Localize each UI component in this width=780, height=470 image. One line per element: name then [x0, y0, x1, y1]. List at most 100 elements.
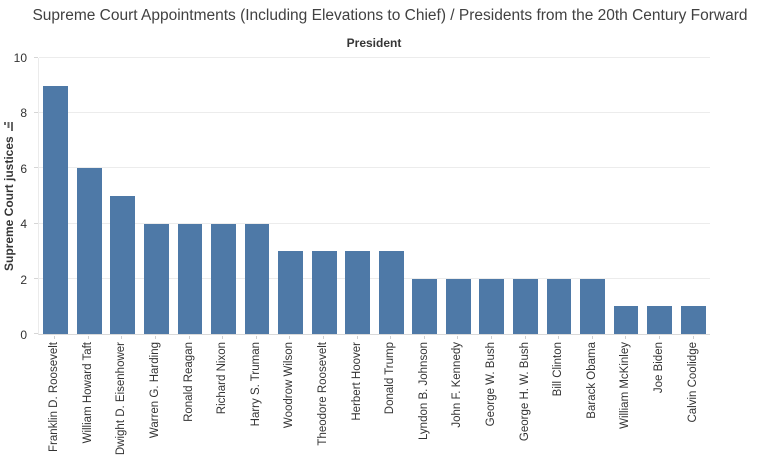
x-tick-mark: [457, 336, 459, 339]
bar[interactable]: [613, 306, 639, 334]
x-axis-label: Woodrow Wilson: [283, 342, 296, 429]
x-axis-label: Bill Clinton: [552, 342, 565, 397]
y-tick-label: 6: [20, 161, 27, 176]
gridline: [39, 167, 710, 169]
x-tick-mark: [54, 336, 56, 339]
bar[interactable]: [378, 251, 404, 334]
x-axis-label: Lyndon B. Johnson: [417, 342, 430, 441]
x-slot: Joe Biden: [643, 336, 677, 468]
bar[interactable]: [110, 196, 136, 334]
x-tick-mark: [289, 336, 291, 339]
x-slot: George H. W. Bush: [508, 336, 542, 468]
x-axis-label: William Howard Taft: [81, 342, 94, 444]
bar-slot: [207, 58, 241, 334]
x-slot: Theodore Roosevelt: [307, 336, 341, 468]
bar[interactable]: [144, 223, 169, 334]
x-slot: Barack Obama: [576, 336, 610, 468]
bar[interactable]: [278, 251, 303, 334]
bar-slot: [73, 58, 107, 334]
x-axis-labels: Franklin D. Roosevelt William Howard Taft…: [38, 336, 710, 468]
plot-area: [34, 57, 710, 335]
bar[interactable]: [177, 223, 203, 334]
x-tick-mark: [591, 336, 593, 339]
x-tick-mark: [87, 336, 89, 339]
bar-slot: [442, 58, 476, 334]
x-slot: John F. Kennedy: [441, 336, 475, 468]
x-axis-label: Calvin Coolidge: [686, 342, 699, 423]
gridline: [39, 57, 710, 58]
bar-slot: [609, 58, 643, 334]
x-slot: George W. Bush: [475, 336, 509, 468]
x-axis-label: Harry S. Truman: [249, 342, 262, 427]
bar[interactable]: [211, 223, 236, 334]
bar-slot: [676, 58, 710, 334]
gridline: [39, 222, 710, 224]
x-slot: Calvin Coolidge: [676, 336, 710, 468]
x-axis-label: Warren G. Harding: [149, 342, 162, 439]
bar[interactable]: [647, 306, 673, 334]
bar[interactable]: [580, 278, 605, 334]
bar-slot: [341, 58, 375, 334]
x-slot: Ronald Reagan: [172, 336, 206, 468]
bar-slot: [509, 58, 543, 334]
x-axis-label: John F. Kennedy: [451, 342, 464, 428]
x-tick-mark: [222, 336, 224, 339]
bars-row: [39, 58, 710, 334]
bar[interactable]: [244, 223, 270, 334]
x-slot: Donald Trump: [374, 336, 408, 468]
chart-title: Supreme Court Appointments (Including El…: [32, 7, 748, 24]
gridline: [39, 277, 710, 279]
bar[interactable]: [76, 168, 102, 334]
x-tick-mark: [491, 336, 493, 339]
x-slot: Warren G. Harding: [139, 336, 173, 468]
x-axis-label: Joe Biden: [652, 342, 665, 394]
x-slot: William Howard Taft: [72, 336, 106, 468]
x-axis-label: Dwight D. Eisenhower: [115, 342, 128, 456]
bar-slot: [173, 58, 207, 334]
y-tick-mark: [34, 112, 38, 114]
y-tick-label: 8: [20, 106, 27, 121]
x-slot: Bill Clinton: [542, 336, 576, 468]
bar[interactable]: [680, 306, 706, 334]
y-tick-label: 2: [20, 272, 27, 287]
bar[interactable]: [445, 278, 471, 334]
bar[interactable]: [479, 278, 505, 334]
x-axis-label: William McKinley: [619, 342, 632, 429]
x-axis-label: Franklin D. Roosevelt: [48, 342, 61, 452]
x-tick-mark: [524, 336, 526, 339]
x-slot: William McKinley: [609, 336, 643, 468]
sort-descending-icon[interactable]: [4, 122, 14, 132]
bar-slot: [274, 58, 308, 334]
x-axis-label: Donald Trump: [384, 342, 397, 415]
x-tick-mark: [692, 336, 694, 339]
x-tick-mark: [390, 336, 392, 339]
x-axis-label: Richard Nixon: [216, 342, 229, 415]
x-axis-title: President: [346, 36, 402, 50]
bar-slot: [576, 58, 610, 334]
x-axis-label: Ronald Reagan: [182, 342, 195, 422]
x-tick-mark: [255, 336, 257, 339]
bar[interactable]: [412, 278, 438, 334]
x-tick-mark: [658, 336, 660, 339]
bar-slot: [240, 58, 274, 334]
bar-slot: [140, 58, 174, 334]
y-axis-label: Supreme Court justices: [0, 58, 18, 335]
bar[interactable]: [311, 251, 337, 334]
x-tick-mark: [625, 336, 627, 339]
y-tick-mark: [34, 57, 38, 58]
y-tick-label: 4: [20, 217, 27, 232]
bar-slot: [106, 58, 140, 334]
y-tick-mark: [34, 333, 38, 334]
x-axis-label: Barack Obama: [585, 342, 598, 419]
bar-slot: [374, 58, 408, 334]
x-tick-mark: [423, 336, 425, 339]
bar[interactable]: [546, 278, 572, 334]
bar[interactable]: [345, 251, 371, 334]
x-axis-label: George W. Bush: [485, 342, 498, 427]
bar[interactable]: [513, 278, 538, 334]
y-axis-ticks: 0 2 4 6 8 10: [0, 52, 33, 341]
bar[interactable]: [43, 85, 69, 334]
x-tick-mark: [155, 336, 157, 339]
x-tick-mark: [558, 336, 560, 339]
x-slot: Franklin D. Roosevelt: [38, 336, 72, 468]
